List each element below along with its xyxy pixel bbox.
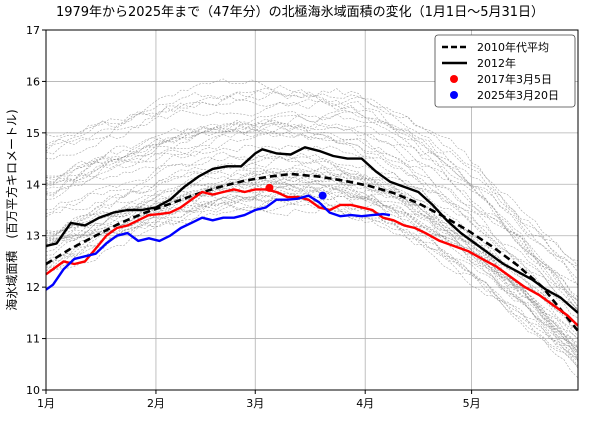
background-year-line	[45, 109, 579, 311]
background-year-line	[45, 204, 579, 362]
background-year-line	[45, 185, 579, 358]
y-tick-label: 13	[26, 230, 40, 243]
y-tick-label: 14	[26, 178, 40, 191]
background-year-line	[45, 185, 579, 352]
y-axis-ticks: 10 11 12 13 14 15 16 17	[26, 24, 46, 397]
background-year-line	[45, 87, 579, 262]
background-year-line	[45, 96, 579, 266]
series-line-0	[45, 172, 580, 332]
background-year-line	[45, 181, 579, 351]
y-tick-label: 11	[26, 333, 40, 346]
annotation-marker-0	[265, 183, 274, 192]
background-year-line	[45, 192, 579, 356]
legend-marker	[450, 75, 458, 83]
legend-label: 2010年代平均	[477, 40, 549, 54]
y-tick-label: 10	[26, 384, 40, 397]
background-year-line	[45, 130, 579, 298]
background-year-line	[45, 92, 579, 280]
background-year-line	[45, 176, 579, 349]
background-year-line	[45, 164, 579, 331]
series-line-3	[45, 194, 391, 291]
y-tick-label: 15	[26, 127, 40, 140]
background-year-line	[45, 173, 579, 348]
background-year-line	[45, 174, 579, 348]
background-year-line	[45, 167, 579, 339]
background-year-line	[45, 155, 579, 340]
background-year-line	[45, 179, 579, 359]
y-axis-label: 海氷域面積 (百万平方キロメートル)	[4, 109, 19, 310]
background-year-line	[45, 118, 579, 307]
y-tick-label: 12	[26, 281, 40, 294]
series-layer	[45, 146, 580, 332]
chart-title: 1979年から2025年まで（47年分）の北極海氷域面積の変化（1月1日～5月3…	[56, 4, 544, 20]
annotation-marker-1	[318, 191, 327, 200]
legend-label: 2017年3月5日	[477, 72, 552, 86]
background-year-line	[45, 190, 579, 359]
legend-marker	[450, 91, 458, 99]
x-tick-label: 4月	[356, 397, 374, 410]
background-year-line	[45, 122, 579, 302]
x-axis-ticks: 1月 2月 3月 4月 5月	[37, 390, 481, 410]
background-year-line	[45, 151, 579, 327]
background-year-line	[45, 128, 579, 310]
background-year-line	[45, 89, 579, 286]
plot-frame	[45, 29, 579, 391]
x-tick-label: 3月	[246, 397, 264, 410]
background-year-line	[45, 196, 579, 369]
legend-label: 2025年3月20日	[477, 88, 559, 102]
background-year-line	[45, 151, 579, 329]
x-tick-label: 2月	[147, 397, 165, 410]
markers	[265, 183, 327, 200]
y-tick-label: 17	[26, 24, 40, 37]
series-line-2	[45, 188, 579, 327]
legend: 2010年代平均 2012年 2017年3月5日 2025年3月20日	[434, 34, 576, 108]
background-year-line	[45, 78, 579, 267]
x-tick-label: 5月	[463, 397, 481, 410]
background-year-line	[45, 186, 579, 350]
background-year-line	[45, 123, 579, 308]
series-line-1	[45, 146, 579, 314]
legend-box	[434, 34, 576, 108]
grid	[45, 29, 578, 391]
background-year-line	[45, 144, 579, 312]
background-year-line	[45, 155, 579, 319]
background-year-line	[45, 113, 579, 302]
x-tick-label: 1月	[37, 397, 55, 410]
background-year-line	[45, 124, 579, 310]
background-years	[45, 78, 579, 379]
background-year-line	[45, 122, 579, 311]
y-tick-label: 16	[26, 75, 40, 88]
legend-label: 2012年	[477, 56, 516, 70]
background-year-line	[45, 197, 579, 368]
